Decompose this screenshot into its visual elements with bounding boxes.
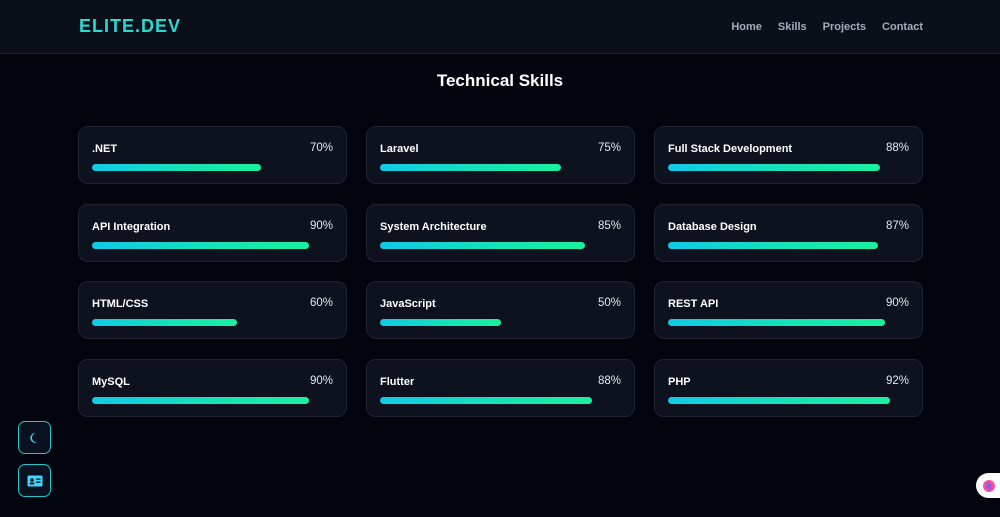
skill-percent: 88% [597, 374, 621, 387]
nav-home[interactable]: Home [731, 21, 762, 33]
skill-bar-track [668, 164, 909, 171]
skill-card: .NET 70% [78, 126, 347, 184]
site-header: ELITE.DEV Home Skills Projects Contact [0, 0, 1000, 54]
skill-percent: 87% [885, 219, 909, 232]
skill-card: API Integration 90% [78, 203, 347, 262]
main-nav: Home Skills Projects Contact [731, 21, 923, 33]
skill-percent: 90% [885, 297, 909, 309]
section-title: Technical Skills [436, 71, 564, 90]
skill-percent: 50% [597, 297, 621, 309]
site-logo[interactable]: ELITE.DEV [79, 16, 182, 36]
theme-toggle-button[interactable] [18, 421, 51, 454]
skill-percent: 60% [309, 297, 333, 309]
skill-name: Database Design [668, 220, 757, 233]
skill-name: API Integration [92, 220, 171, 233]
nav-contact[interactable]: Contact [882, 21, 923, 33]
skill-bar-fill [380, 319, 501, 326]
id-card-icon [27, 475, 42, 486]
skill-bar-fill [92, 396, 309, 404]
skill-bar-track [668, 241, 909, 249]
skill-percent: 85% [597, 219, 621, 232]
skill-percent: 75% [597, 142, 621, 154]
skill-percent: 90% [309, 219, 333, 232]
skill-bar-fill [92, 319, 237, 326]
skill-name: .NET [92, 143, 118, 155]
skill-name: Flutter [380, 375, 415, 388]
skill-card: JavaScript 50% [366, 281, 635, 339]
skill-name: Full Stack Development [668, 143, 793, 155]
skill-bar-fill [668, 396, 890, 404]
skill-card: MySQL 90% [78, 358, 347, 417]
id-card-button[interactable] [18, 464, 51, 497]
skill-card: System Architecture 85% [366, 203, 635, 262]
brain-icon [983, 479, 995, 492]
skill-bar-track [380, 319, 621, 326]
skill-name: System Architecture [380, 220, 487, 233]
skill-card: REST API 90% [654, 281, 923, 339]
skill-name: HTML/CSS [92, 298, 149, 310]
skill-card: Full Stack Development 88% [654, 126, 923, 184]
skill-name: PHP [668, 375, 691, 388]
skill-bar-fill [92, 164, 261, 171]
skill-percent: 88% [885, 142, 909, 154]
skill-bar-fill [380, 164, 561, 171]
skill-bar-fill [668, 319, 885, 326]
skill-bar-track [380, 396, 621, 404]
skill-percent: 70% [309, 142, 333, 154]
skill-percent: 90% [309, 374, 333, 387]
skill-card: Laravel 75% [366, 126, 635, 184]
skill-percent: 92% [885, 374, 909, 387]
skill-name: Laravel [380, 143, 419, 155]
skill-name: JavaScript [380, 298, 436, 310]
assistant-chat-button[interactable] [976, 473, 1000, 498]
skill-bar-track [92, 396, 333, 404]
skill-bar-track [668, 319, 909, 326]
skill-bar-track [92, 319, 333, 326]
skill-card: PHP 92% [654, 358, 923, 417]
skill-bar-track [668, 396, 909, 404]
skill-bar-fill [380, 241, 585, 249]
skill-bar-track [92, 164, 333, 171]
skills-grid: .NET 70% Laravel 75% Full Stack Developm… [78, 126, 923, 417]
skill-bar-fill [92, 241, 309, 249]
nav-projects[interactable]: Projects [822, 21, 867, 33]
skill-bar-fill [668, 241, 878, 249]
skill-bar-fill [380, 396, 593, 404]
skill-bar-track [380, 164, 621, 171]
skill-name: MySQL [92, 375, 130, 388]
skill-bar-fill [668, 164, 881, 171]
skill-bar-track [92, 241, 333, 249]
skill-card: Database Design 87% [654, 203, 923, 262]
skill-card: Flutter 88% [366, 358, 635, 417]
skill-card: HTML/CSS 60% [78, 281, 347, 339]
moon-icon [29, 432, 37, 443]
skill-bar-track [380, 241, 621, 249]
skill-name: REST API [668, 298, 719, 310]
nav-skills[interactable]: Skills [777, 21, 807, 33]
